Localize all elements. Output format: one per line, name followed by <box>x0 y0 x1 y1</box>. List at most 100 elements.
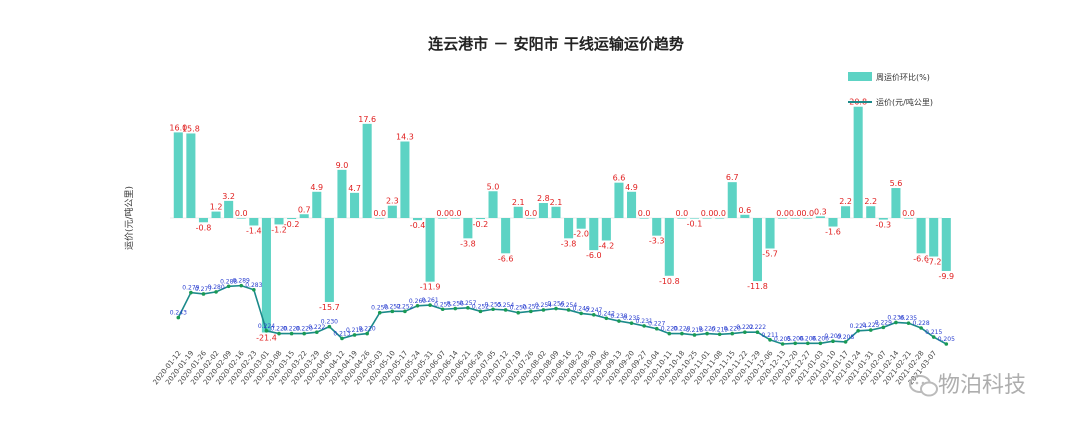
price-point <box>705 331 709 336</box>
bar-value-label: -3.3 <box>649 237 665 246</box>
bar-value-label: 5.6 <box>890 179 903 188</box>
bar-value-label: 0.0 <box>235 209 248 218</box>
bar <box>299 214 309 218</box>
price-point <box>239 283 244 288</box>
bar-value-label: 2.2 <box>839 197 852 206</box>
bar <box>903 218 914 219</box>
bar-value-label: -10.8 <box>659 277 680 286</box>
bar <box>375 218 385 219</box>
bar <box>589 218 599 251</box>
price-point <box>516 310 521 315</box>
bar-value-label: -0.8 <box>196 223 212 232</box>
price-point <box>667 331 672 336</box>
price-point <box>327 324 332 329</box>
price-point-label: 0.208 <box>837 334 854 341</box>
bar-value-label: -6.6 <box>913 254 929 263</box>
bar-value-label: -15.7 <box>319 303 340 312</box>
legend-line-label: 运价(元/吨公里) <box>876 97 933 107</box>
bar-value-label: 0.0 <box>701 209 714 218</box>
price-point <box>591 313 596 317</box>
price-point-label: 0.213 <box>333 330 350 337</box>
price-point-label: 0.220 <box>698 326 715 333</box>
price-point <box>881 325 886 330</box>
bar-value-label: -0.2 <box>284 220 300 229</box>
bar-value-label: 1.2 <box>210 203 223 212</box>
price-point-label: 0.288 <box>220 278 237 285</box>
price-point <box>843 340 848 344</box>
bar <box>752 218 762 282</box>
bar <box>828 218 838 227</box>
price-point <box>214 290 218 294</box>
price-point <box>806 341 810 346</box>
price-point-label: 0.255 <box>484 301 501 308</box>
plot-area: 16.015.8-0.81.23.20.0-1.4-21.4-1.2-0.20.… <box>152 98 956 387</box>
bar-value-label: -1.2 <box>271 225 287 234</box>
price-point <box>654 326 659 331</box>
price-point <box>730 331 735 336</box>
bar <box>929 218 939 257</box>
price-point-label: 0.279 <box>182 285 199 292</box>
price-point-label: 0.254 <box>497 302 514 309</box>
price-point <box>541 308 546 312</box>
price-point-label: 0.206 <box>812 335 829 342</box>
bar <box>387 205 397 218</box>
bar-value-label: 0.0 <box>789 209 802 218</box>
price-point-label: 0.231 <box>636 318 653 325</box>
bar-value-label: 0.6 <box>738 206 751 215</box>
bar <box>941 218 951 271</box>
price-point-label: 0.220 <box>296 326 313 333</box>
bar-value-label: 0.0 <box>524 209 537 218</box>
price-point-label: 0.220 <box>673 326 690 333</box>
price-point-label: 0.255 <box>434 301 451 308</box>
price-point-label: 0.252 <box>396 303 413 310</box>
bar <box>337 169 347 218</box>
price-point-label: 0.247 <box>585 307 602 314</box>
bar-value-label: -21.4 <box>256 333 277 342</box>
bar-value-label: -0.3 <box>876 221 892 230</box>
bar <box>576 218 586 229</box>
bar-value-label: 6.6 <box>613 174 626 183</box>
bar-value-label: 4.9 <box>310 183 323 192</box>
price-point-label: 0.218 <box>346 327 363 334</box>
bar-value-label: 9.0 <box>336 161 349 170</box>
price-point <box>604 316 609 321</box>
price-point-label: 0.205 <box>938 336 955 343</box>
price-point <box>780 342 785 346</box>
price-point <box>768 338 772 342</box>
price-point <box>919 326 923 330</box>
price-point <box>642 324 646 328</box>
price-point <box>403 309 407 314</box>
price-point-label: 0.228 <box>913 320 930 327</box>
bar-value-label: -3.8 <box>561 239 577 248</box>
bar-value-label: -11.9 <box>420 283 441 292</box>
price-point-label: 0.260 <box>409 298 426 305</box>
bar-value-label: -11.8 <box>747 282 768 291</box>
bar-value-label: -0.2 <box>473 220 489 229</box>
bar <box>350 192 360 218</box>
bar-value-label: 16.0 <box>169 123 187 132</box>
bar-value-label: 3.2 <box>222 192 235 201</box>
price-point-label: 0.220 <box>283 326 300 333</box>
bar <box>765 218 775 249</box>
price-point-label: 0.254 <box>535 302 552 309</box>
price-point <box>440 307 445 312</box>
bar <box>400 141 410 218</box>
bar <box>639 218 649 219</box>
price-point-label: 0.227 <box>648 321 665 328</box>
bar-value-label: 0.0 <box>713 209 726 218</box>
bar <box>727 182 737 218</box>
price-point <box>352 333 357 337</box>
bar-value-label: 0.0 <box>801 209 814 218</box>
price-point-label: 0.280 <box>207 284 224 291</box>
price-point <box>176 315 181 320</box>
price-point <box>793 341 798 346</box>
price-point-label: 0.220 <box>359 326 376 333</box>
bar <box>224 200 234 218</box>
bar <box>362 123 372 218</box>
bar-value-label: 0.0 <box>436 209 449 218</box>
watermark: 物泊科技 <box>909 373 1026 398</box>
bar-value-label: 0.0 <box>638 209 651 218</box>
price-point <box>201 292 206 296</box>
bar-value-label: -0.1 <box>687 220 703 229</box>
legend: 周运价环比(%) 运价(元/吨公里) <box>848 72 933 107</box>
